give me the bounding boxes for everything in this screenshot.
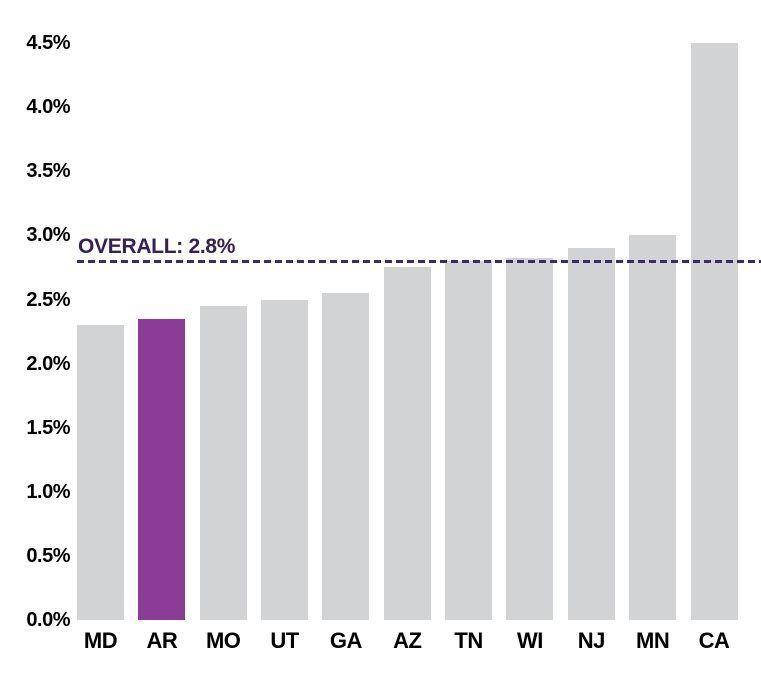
bar-UT xyxy=(261,299,309,620)
bar-NJ xyxy=(567,248,615,620)
bar-AR xyxy=(138,318,186,620)
x-label-CA: CA xyxy=(698,628,730,653)
overall-reference-label: OVERALL: 2.8% xyxy=(78,235,236,259)
y-tick-3.0%: 3.0% xyxy=(26,224,70,247)
y-tick-3.5%: 3.5% xyxy=(26,160,70,183)
bar-GA xyxy=(322,293,370,620)
x-label-MO: MO xyxy=(205,628,241,653)
x-label-AZ: AZ xyxy=(393,628,422,653)
bar-MD xyxy=(77,325,124,620)
y-tick-1.5%: 1.5% xyxy=(26,416,70,439)
x-label-WI: WI xyxy=(516,628,543,653)
bar-AZ xyxy=(383,267,431,620)
x-label-MN: MN xyxy=(636,628,670,653)
x-label-AR: AR xyxy=(146,628,178,653)
y-tick-1.0%: 1.0% xyxy=(26,480,70,503)
y-tick-2.5%: 2.5% xyxy=(26,288,70,311)
x-label-TN: TN xyxy=(454,628,483,653)
bar-MN xyxy=(629,235,677,620)
y-tick-0.5%: 0.5% xyxy=(26,544,70,567)
y-tick-0.0%: 0.0% xyxy=(26,609,70,631)
bar-CA xyxy=(690,43,738,620)
x-label-MD: MD xyxy=(83,628,118,653)
x-label-GA: GA xyxy=(329,628,363,653)
y-tick-4.0%: 4.0% xyxy=(26,96,70,119)
bar-MO xyxy=(199,305,247,620)
overall-reference-line xyxy=(77,260,761,264)
x-label-NJ: NJ xyxy=(577,628,606,653)
y-tick-2.0%: 2.0% xyxy=(26,352,70,375)
bar-WI xyxy=(506,258,554,620)
bar-TN xyxy=(445,261,493,620)
x-label-UT: UT xyxy=(270,628,299,653)
y-tick-4.5%: 4.5% xyxy=(26,32,70,55)
